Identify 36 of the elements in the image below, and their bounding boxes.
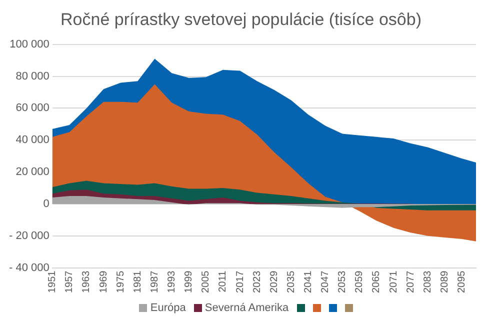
y-tick-label: 40 000 [16,134,50,146]
legend-label: Severná Amerika [204,302,289,314]
y-tick-label: 0 [43,198,50,210]
x-tick-label: 2005 [200,270,212,294]
x-tick-label: 1987 [149,270,160,294]
y-tick-label: 100 000 [10,38,50,50]
x-tick-label: 2011 [218,270,229,292]
x-tick-label: 2065 [371,270,382,294]
legend-label: Európa [150,302,186,314]
x-tick-label: 1951 [47,270,58,294]
x-tick-label: 2083 [422,270,434,294]
x-tick-label: 2095 [456,270,468,294]
y-tick-label: 80 000 [16,70,50,82]
x-tick-label: 1969 [98,270,110,294]
x-tick-label: 1999 [184,270,195,294]
x-tick-label: 1981 [132,270,144,294]
x-tick-label: 2053 [337,270,348,294]
x-tick-label: 2023 [252,270,263,294]
x-tick-label: 1975 [115,270,126,294]
x-tick-label: 2017 [234,270,246,294]
x-tick-label: 1957 [64,270,76,294]
y-tick-label: - 40 000 [8,262,50,274]
x-tick-label: 2029 [268,270,280,294]
chart-title: Ročné prírastky svetovej populácie (tisíce osôb) [60,10,422,29]
x-tick-label: 2059 [354,270,366,294]
x-tick-label: 1963 [81,270,92,294]
x-tick-label: 2077 [405,270,416,294]
x-tick-label: 2035 [286,270,297,294]
x-tick-label: 2047 [320,270,332,294]
x-tick-label: 1993 [166,270,178,294]
x-tick-label: 2041 [303,270,314,294]
y-tick-label: - 20 000 [8,230,50,242]
x-tick-label: 2089 [439,270,450,294]
y-tick-label: 20 000 [16,166,50,178]
x-tick-label: 2071 [388,270,400,294]
y-tick-label: 60 000 [16,102,50,114]
